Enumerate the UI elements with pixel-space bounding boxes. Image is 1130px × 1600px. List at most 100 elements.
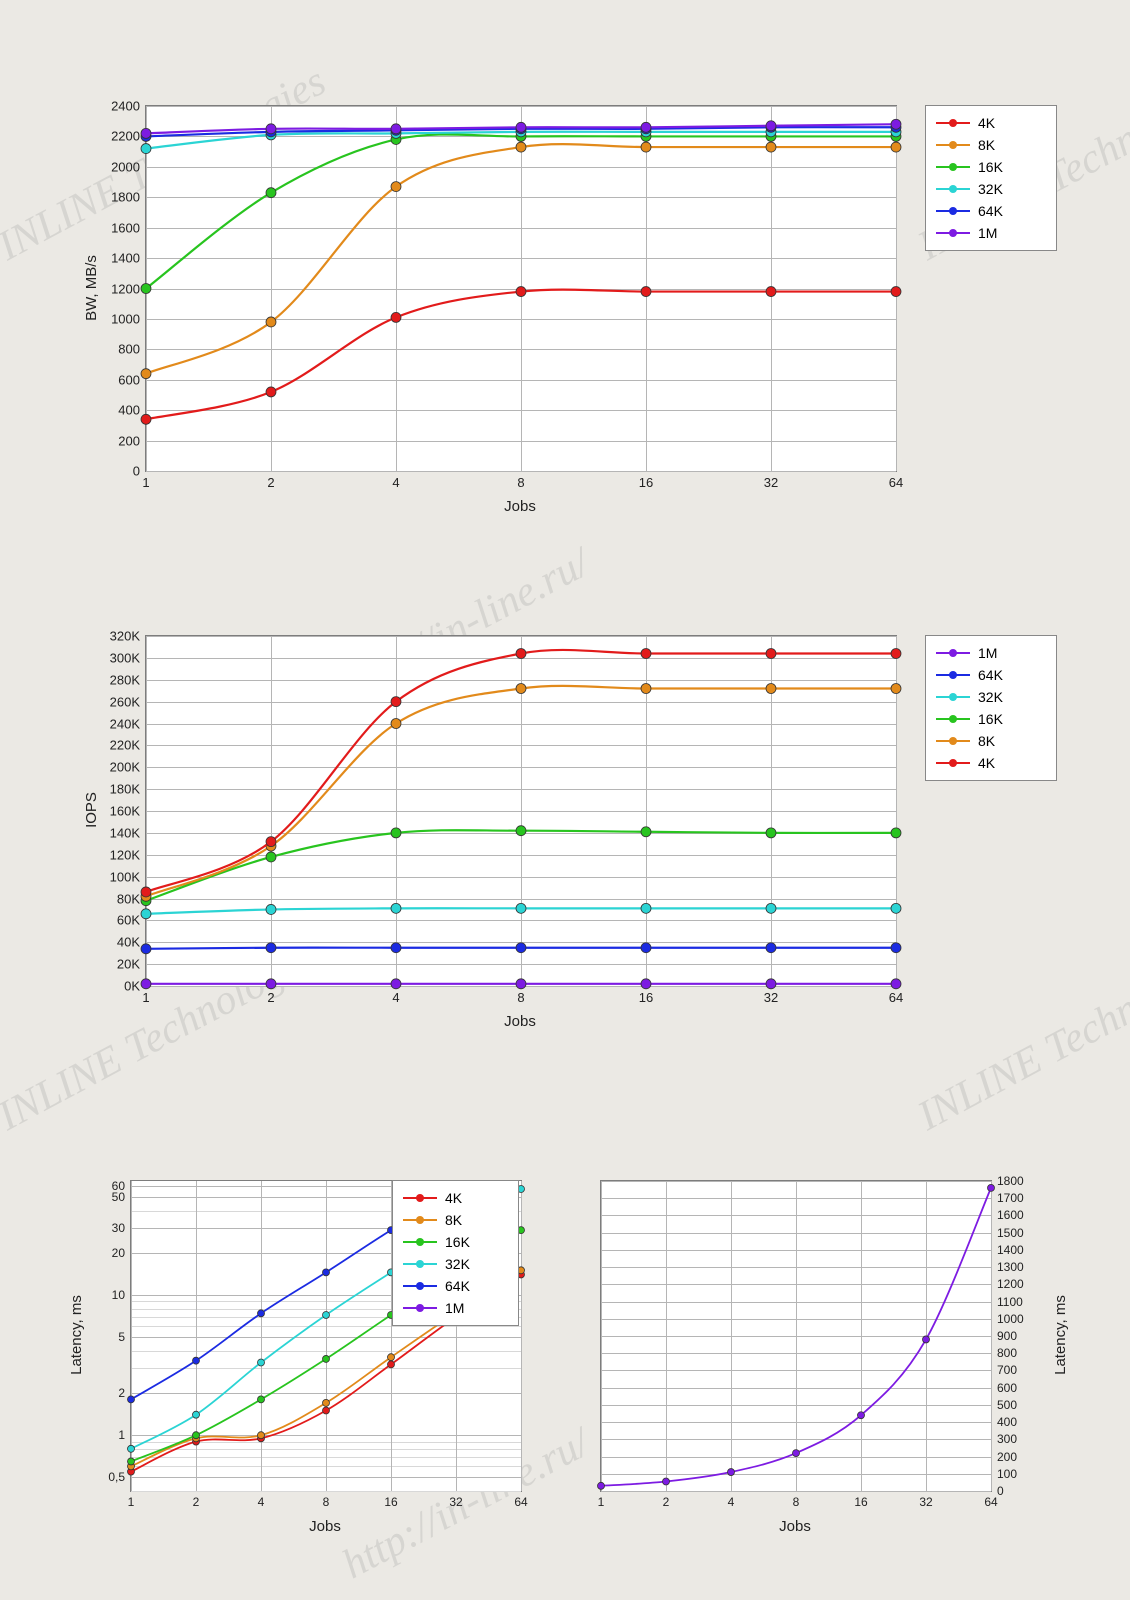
y-tick-label: 800: [991, 1346, 1017, 1360]
latency-left-y-axis-label: Latency, ms: [68, 1295, 85, 1375]
bw-legend: 4K8K16K32K64K1M: [925, 105, 1057, 251]
x-tick-label: 32: [919, 1491, 932, 1509]
legend-label: 8K: [978, 733, 995, 749]
y-tick-label: 280K: [110, 672, 146, 687]
y-tick-label: 1600: [991, 1208, 1024, 1222]
x-tick-label: 2: [663, 1491, 670, 1509]
x-tick-label: 64: [514, 1491, 527, 1509]
legend-swatch: [403, 1219, 437, 1221]
y-tick-label: 1800: [991, 1174, 1024, 1188]
y-tick-label: 400: [991, 1415, 1017, 1429]
y-tick-label: 10: [112, 1288, 131, 1302]
legend-item: 4K: [936, 752, 1046, 774]
x-tick-label: 64: [984, 1491, 997, 1509]
legend-swatch: [936, 188, 970, 190]
legend-label: 32K: [445, 1256, 470, 1272]
x-tick-label: 1: [128, 1491, 135, 1509]
legend-item: 1M: [936, 222, 1046, 244]
y-tick-label: 2000: [111, 159, 146, 174]
legend-label: 32K: [978, 689, 1003, 705]
y-tick-label: 1700: [991, 1191, 1024, 1205]
y-tick-label: 30: [112, 1221, 131, 1235]
y-tick-label: 220K: [110, 738, 146, 753]
legend-swatch: [403, 1263, 437, 1265]
legend-label: 16K: [978, 711, 1003, 727]
legend-item: 64K: [936, 664, 1046, 686]
legend-item: 1M: [403, 1297, 508, 1319]
y-tick-label: 700: [991, 1363, 1017, 1377]
x-tick-label: 4: [728, 1491, 735, 1509]
y-tick-label: 180K: [110, 782, 146, 797]
y-tick-label: 100: [991, 1467, 1017, 1481]
y-tick-label: 1600: [111, 220, 146, 235]
y-tick-label: 1: [118, 1428, 131, 1442]
y-tick-label: 320K: [110, 629, 146, 644]
x-tick-label: 1: [142, 471, 149, 490]
x-tick-label: 4: [258, 1491, 265, 1509]
bw-x-axis-label: Jobs: [504, 498, 536, 515]
y-tick-label: 300: [991, 1432, 1017, 1446]
legend-item: 64K: [936, 200, 1046, 222]
legend-swatch: [936, 652, 970, 654]
legend-item: 4K: [403, 1187, 508, 1209]
legend-label: 16K: [445, 1234, 470, 1250]
bw-y-axis-label: BW, MB/s: [83, 255, 100, 321]
x-tick-label: 16: [639, 471, 653, 490]
y-tick-label: 1200: [991, 1277, 1024, 1291]
y-tick-label: 1400: [111, 251, 146, 266]
legend-item: 16K: [403, 1231, 508, 1253]
y-tick-label: 1400: [991, 1243, 1024, 1257]
legend-swatch: [936, 762, 970, 764]
y-tick-label: 140K: [110, 825, 146, 840]
legend-label: 64K: [445, 1278, 470, 1294]
legend-label: 8K: [445, 1212, 462, 1228]
y-tick-label: 500: [991, 1398, 1017, 1412]
legend-swatch: [403, 1307, 437, 1309]
x-tick-label: 64: [889, 471, 903, 490]
legend-swatch: [936, 674, 970, 676]
y-tick-label: 800: [118, 342, 146, 357]
legend-item: 8K: [936, 730, 1046, 752]
legend-label: 64K: [978, 203, 1003, 219]
y-tick-label: 240K: [110, 716, 146, 731]
bw-chart: 0200400600800100012001400160018002000220…: [145, 105, 897, 472]
legend-label: 64K: [978, 667, 1003, 683]
legend-item: 32K: [403, 1253, 508, 1275]
iops-chart: 0K20K40K60K80K100K120K140K160K180K200K22…: [145, 635, 897, 987]
legend-swatch: [936, 718, 970, 720]
y-tick-label: 1800: [111, 190, 146, 205]
y-tick-label: 1100: [991, 1295, 1023, 1309]
legend-swatch: [936, 144, 970, 146]
y-tick-label: 200: [991, 1450, 1017, 1464]
legend-item: 32K: [936, 686, 1046, 708]
y-tick-label: 400: [118, 403, 146, 418]
x-tick-label: 16: [384, 1491, 397, 1509]
y-tick-label: 600: [991, 1381, 1017, 1395]
y-tick-label: 20: [112, 1246, 131, 1260]
y-tick-label: 100K: [110, 869, 146, 884]
y-tick-label: 260K: [110, 694, 146, 709]
x-tick-label: 8: [517, 471, 524, 490]
y-tick-label: 60: [112, 1179, 131, 1193]
legend-label: 1M: [978, 225, 997, 241]
legend-swatch: [936, 210, 970, 212]
legend-swatch: [403, 1241, 437, 1243]
legend-swatch: [936, 232, 970, 234]
legend-swatch: [936, 696, 970, 698]
legend-item: 32K: [936, 178, 1046, 200]
x-tick-label: 32: [764, 471, 778, 490]
legend-label: 32K: [978, 181, 1003, 197]
iops-y-axis-label: IOPS: [83, 792, 100, 828]
y-tick-label: 1300: [991, 1260, 1024, 1274]
x-tick-label: 8: [323, 1491, 330, 1509]
y-tick-label: 900: [991, 1329, 1017, 1343]
legend-item: 8K: [403, 1209, 508, 1231]
legend-label: 1M: [445, 1300, 464, 1316]
x-tick-label: 1: [598, 1491, 605, 1509]
y-tick-label: 20K: [117, 957, 146, 972]
legend-item: 16K: [936, 708, 1046, 730]
legend-item: 1M: [936, 642, 1046, 664]
legend-item: 64K: [403, 1275, 508, 1297]
legend-swatch: [936, 122, 970, 124]
y-tick-label: 120K: [110, 847, 146, 862]
